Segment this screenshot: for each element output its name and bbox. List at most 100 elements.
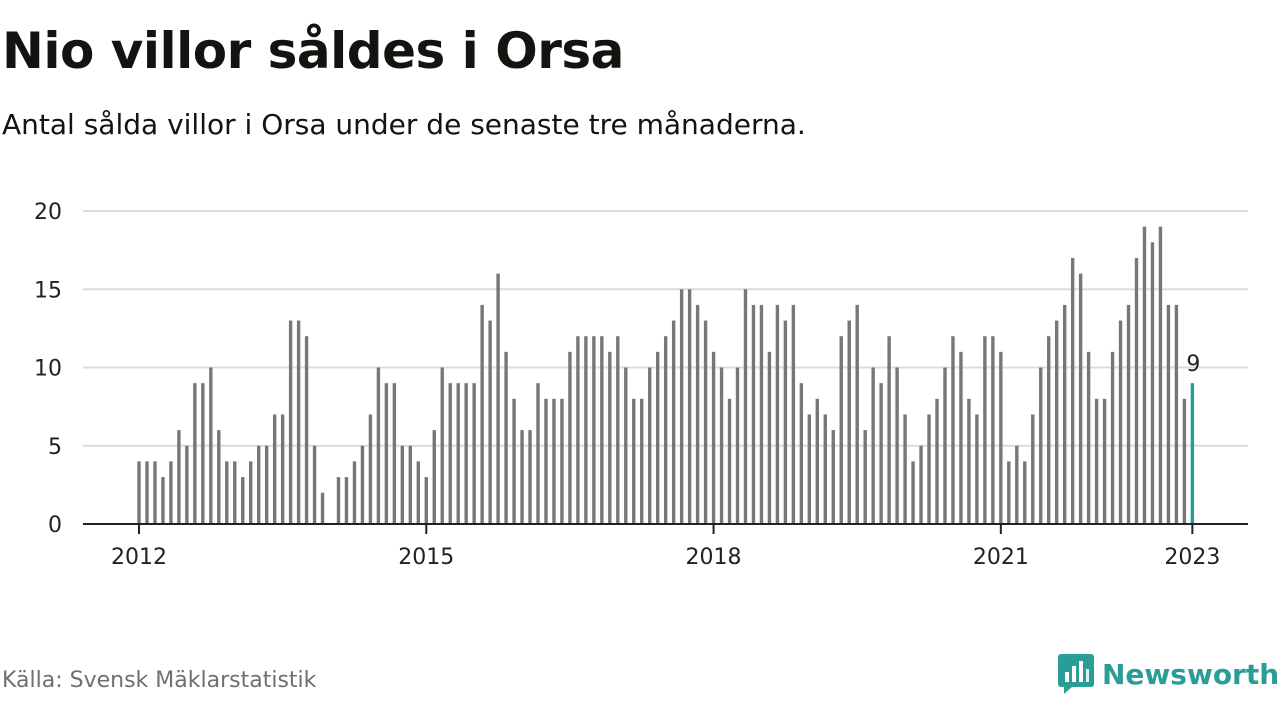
- bar: [177, 430, 181, 524]
- bar: [552, 398, 556, 524]
- bar: [272, 414, 277, 524]
- bar: [145, 461, 149, 524]
- bar: [1134, 257, 1139, 524]
- bar: [847, 320, 851, 524]
- bar: [264, 445, 269, 524]
- bar: [1166, 304, 1171, 524]
- bar: [488, 320, 492, 524]
- bar: [695, 304, 700, 524]
- chart-subtitle: Antal sålda villor i Orsa under de senas…: [2, 108, 806, 141]
- y-tick-label: 10: [34, 357, 62, 382]
- bar: [249, 461, 253, 524]
- bar: [1182, 398, 1187, 524]
- bars: [137, 226, 1195, 525]
- bar: [895, 367, 899, 524]
- bar: [440, 367, 444, 524]
- bar: [767, 351, 772, 524]
- bar: [991, 336, 995, 524]
- bar: [616, 336, 620, 524]
- x-tick-label: 2023: [1164, 545, 1220, 570]
- bar: [368, 414, 373, 524]
- bar: [520, 430, 524, 524]
- bar: [448, 383, 452, 524]
- bar: [528, 430, 532, 524]
- bar: [193, 383, 197, 524]
- bar: [863, 430, 867, 524]
- bar: [887, 336, 891, 524]
- bar-latest: [1190, 383, 1195, 524]
- bar: [855, 304, 859, 524]
- bar: [217, 430, 221, 524]
- bar: [775, 304, 780, 524]
- bar: [161, 477, 165, 524]
- bar: [1174, 304, 1179, 524]
- bar: [632, 398, 636, 524]
- y-tick-label: 0: [48, 513, 62, 538]
- bar: [751, 304, 756, 524]
- bar: [320, 492, 325, 524]
- bar: [999, 351, 1003, 524]
- bar: [209, 367, 213, 524]
- bar: [296, 320, 301, 524]
- x-tick-label: 2018: [686, 545, 742, 570]
- bar: [424, 477, 428, 524]
- chart-title: Nio villor såldes i Orsa: [2, 22, 624, 80]
- bar: [903, 414, 907, 524]
- bar: [1094, 398, 1099, 524]
- bar: [815, 398, 819, 524]
- bar: [1110, 351, 1115, 524]
- bar: [663, 336, 668, 524]
- bar: [735, 367, 740, 524]
- bar: [560, 398, 564, 524]
- bar: [1086, 351, 1091, 524]
- bar: [344, 477, 349, 524]
- bar: [807, 414, 812, 524]
- bar: [472, 383, 476, 524]
- bar: [1047, 336, 1051, 524]
- bar: [241, 477, 245, 524]
- bar: [1070, 257, 1075, 524]
- bar: [1150, 242, 1155, 525]
- bar: [360, 445, 365, 524]
- bar: [568, 351, 572, 524]
- bar: [312, 445, 317, 524]
- bar: [280, 414, 285, 524]
- bar: [679, 289, 684, 524]
- bar: [576, 336, 580, 524]
- bar: [624, 367, 628, 524]
- bar: [951, 336, 955, 524]
- bar: [703, 320, 708, 524]
- bar: [544, 398, 548, 524]
- bar: [185, 445, 189, 524]
- last-value-label: 9: [1186, 352, 1200, 377]
- bar: [791, 304, 796, 524]
- bar-chart: 0 5 10 15 20 2012 2015 2018 2021 2023 9: [34, 200, 1248, 570]
- bar: [687, 289, 692, 524]
- bar: [225, 461, 229, 524]
- bar: [871, 367, 875, 524]
- y-tick-label: 15: [34, 278, 62, 303]
- bar: [1031, 414, 1035, 524]
- bar: [592, 336, 596, 524]
- bar: [496, 273, 500, 524]
- bar: [656, 351, 660, 524]
- bar: [432, 430, 436, 524]
- bar: [169, 461, 173, 524]
- x-tick-label: 2012: [111, 545, 167, 570]
- bar: [648, 367, 652, 524]
- bar: [719, 367, 724, 524]
- bar: [823, 414, 827, 524]
- bar: [1015, 445, 1019, 524]
- bar: [879, 383, 883, 524]
- bar: [1007, 461, 1011, 524]
- y-tick-label: 5: [48, 435, 62, 460]
- bar: [512, 398, 516, 524]
- bar: [1142, 226, 1147, 524]
- x-tick-label: 2021: [973, 545, 1029, 570]
- bar: [640, 398, 644, 524]
- bar: [1039, 367, 1043, 524]
- bar: [919, 445, 923, 524]
- bar: [504, 351, 508, 524]
- bar: [959, 351, 963, 524]
- bar: [783, 320, 788, 524]
